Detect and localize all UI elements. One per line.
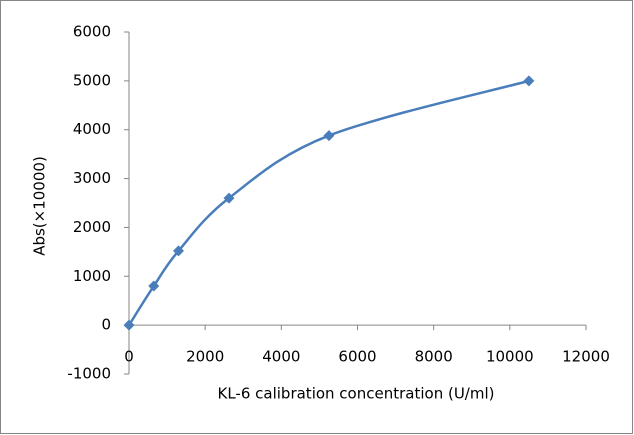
data-point — [148, 280, 160, 292]
y-axis-label: Abs(×10000) — [31, 156, 49, 256]
data-point — [223, 192, 235, 204]
data-point — [323, 130, 335, 142]
y-tick-label: 6000 — [73, 23, 111, 41]
x-tick-label: 8000 — [415, 348, 453, 366]
x-tick-label: 0 — [124, 348, 134, 366]
x-tick-label: 4000 — [262, 348, 300, 366]
data-point — [523, 75, 535, 87]
x-tick-label: 6000 — [338, 348, 376, 366]
y-tick-label: 5000 — [73, 71, 111, 89]
y-tick-label: 1000 — [73, 267, 111, 285]
x-tick-label: 10000 — [486, 348, 534, 366]
y-tick-label: 3000 — [73, 169, 111, 187]
data-point — [123, 319, 135, 331]
y-tick-label: 4000 — [73, 120, 111, 138]
y-tick-label: 0 — [101, 316, 111, 334]
y-tick-label: 2000 — [73, 218, 111, 236]
y-tick-label: -1000 — [67, 365, 111, 383]
x-axis-label: KL-6 calibration concentration (U/ml) — [218, 385, 495, 403]
data-point — [173, 245, 185, 257]
x-tick-label: 12000 — [562, 348, 610, 366]
x-tick-label: 2000 — [186, 348, 224, 366]
